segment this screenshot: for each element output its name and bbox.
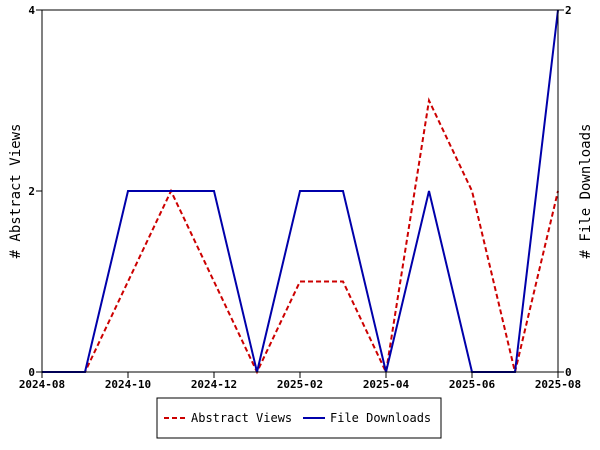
series-line-abstract-views — [42, 97, 559, 376]
y-tick-label-left: 2 — [28, 185, 35, 198]
legend-label-abstract-views: Abstract Views — [191, 411, 292, 425]
y-tick-label-left: 4 — [28, 4, 35, 17]
y-axis-label-right: # File Downloads — [578, 124, 594, 259]
legend-box — [156, 397, 442, 439]
y-tick-label-left: 0 — [28, 366, 35, 379]
series-line-file-downloads — [42, 9, 559, 373]
legend: Abstract Views File Downloads — [156, 397, 442, 439]
x-tick-label: 2025-02 — [277, 378, 323, 391]
x-tick-label: 2024-12 — [191, 378, 237, 391]
x-tick-label: 2024-10 — [105, 378, 151, 391]
legend-label-file-downloads: File Downloads — [330, 411, 431, 425]
x-tick-label: 2025-06 — [449, 378, 496, 391]
y-tick-label-right: 2 — [565, 4, 572, 17]
y-tick-label-right: 0 — [565, 366, 572, 379]
axis-ticks: 2024-08 2024-10 2024-12 2025-02 2025-04 2025-… — [19, 4, 581, 391]
x-tick-label: 2025-04 — [363, 378, 410, 391]
x-tick-label: 2024-08 — [19, 378, 65, 391]
chart-marks — [42, 9, 559, 376]
x-tick-label: 2025-08 — [535, 378, 581, 391]
y-axis-label-left: # Abstract Views — [8, 124, 24, 259]
